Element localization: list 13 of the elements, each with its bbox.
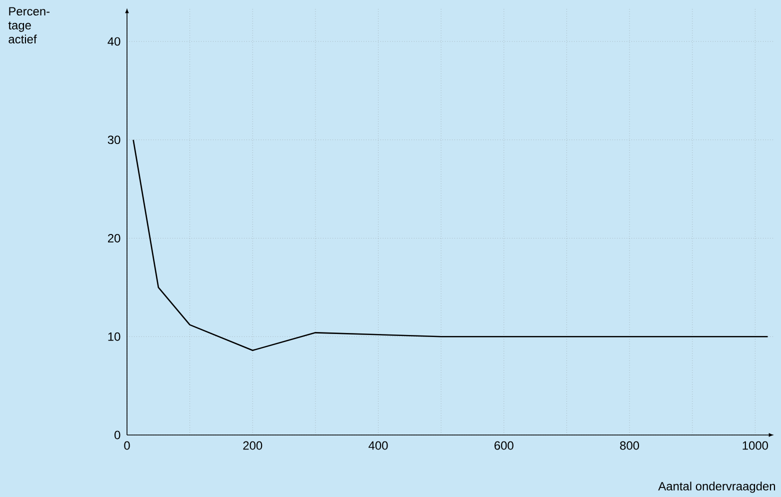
x-tick-label: 800 [620, 441, 640, 450]
x-tick-label: 400 [368, 441, 388, 450]
y-axis-title: Percen- tage actief [8, 7, 50, 44]
y-tick-label: 30 [108, 136, 120, 144]
x-tick-label: 1000 [742, 441, 768, 450]
y-tick-label: 10 [108, 332, 120, 341]
x-tick-label: 0 [124, 441, 130, 450]
x-tick-label: 200 [243, 441, 262, 450]
y-tick-label: 40 [108, 37, 120, 46]
x-tick-label: 600 [494, 441, 514, 450]
y-tick-label: 20 [108, 234, 120, 242]
y-tick-label: 0 [114, 430, 120, 440]
x-axis-title: Aantal ondervraagden [658, 482, 776, 493]
